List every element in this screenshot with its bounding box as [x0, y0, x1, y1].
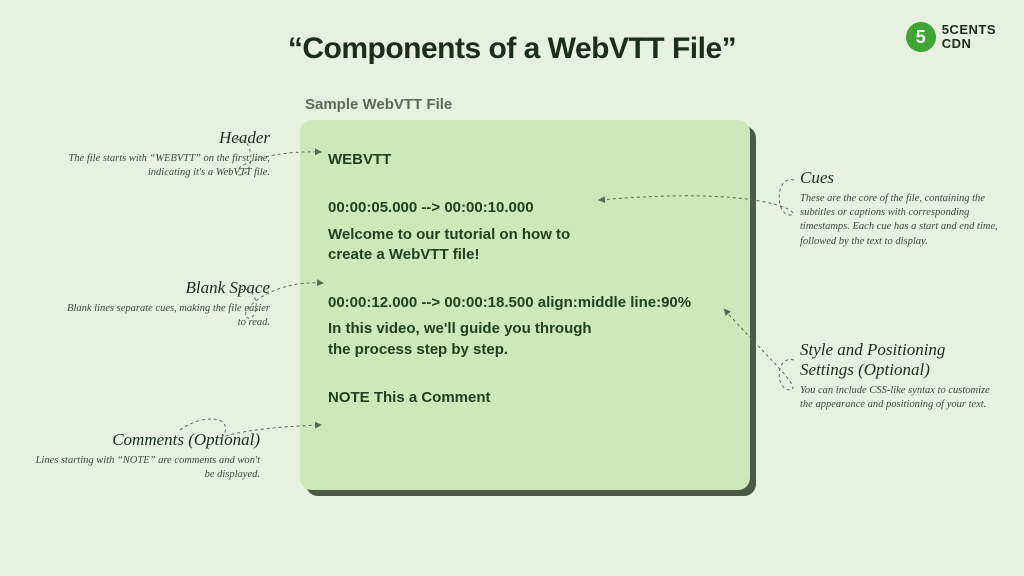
sample-file-label: Sample WebVTT File — [305, 96, 452, 113]
vtt-note: NOTE This a Comment — [328, 388, 722, 408]
annotation-header-body: The file starts with “WEBVTT” on the fir… — [60, 152, 270, 180]
vtt-cue2-time: 00:00:12.000 --> 00:00:18.500 align:midd… — [328, 293, 722, 313]
vtt-cue1-time: 00:00:05.000 --> 00:00:10.000 — [328, 198, 722, 218]
logo-glyph-icon: 5 — [906, 22, 936, 52]
annotation-comments: Comments (Optional) Lines starting with … — [30, 430, 260, 482]
annotation-header-title: Header — [60, 128, 270, 148]
vtt-cue1-text-l1: Welcome to our tutorial on how to — [328, 225, 722, 245]
annotation-comments-title: Comments (Optional) — [30, 430, 260, 450]
annotation-style: Style and Positioning Settings (Optional… — [800, 340, 1000, 412]
annotation-blank-title: Blank Space — [60, 278, 270, 298]
logo-text: 5CENTS CDN — [942, 23, 996, 50]
annotation-blank-space: Blank Space Blank lines separate cues, m… — [60, 278, 270, 330]
annotation-blank-body: Blank lines separate cues, making the fi… — [60, 302, 270, 330]
page-title: “Components of a WebVTT File” — [0, 32, 1024, 66]
annotation-header: Header The file starts with “WEBVTT” on … — [60, 128, 270, 180]
brand-logo: 5 5CENTS CDN — [906, 22, 996, 52]
annotation-cues-title: Cues — [800, 168, 1000, 188]
annotation-style-body: You can include CSS-like syntax to custo… — [800, 384, 1000, 412]
logo-text-line2: CDN — [942, 37, 996, 51]
logo-text-line1: 5CENTS — [942, 23, 996, 37]
vtt-cue2-text-l2: the process step by step. — [328, 340, 722, 360]
webvtt-sample-card: WEBVTT 00:00:05.000 --> 00:00:10.000 Wel… — [300, 120, 750, 490]
annotation-comments-body: Lines starting with “NOTE” are comments … — [30, 454, 260, 482]
annotation-style-title: Style and Positioning Settings (Optional… — [800, 340, 1000, 380]
annotation-cues-body: These are the core of the file, containi… — [800, 192, 1000, 249]
vtt-cue2-text-l1: In this video, we'll guide you through — [328, 319, 722, 339]
vtt-cue1-text-l2: create a WebVTT file! — [328, 245, 722, 265]
annotation-cues: Cues These are the core of the file, con… — [800, 168, 1000, 249]
vtt-header: WEBVTT — [328, 150, 722, 170]
